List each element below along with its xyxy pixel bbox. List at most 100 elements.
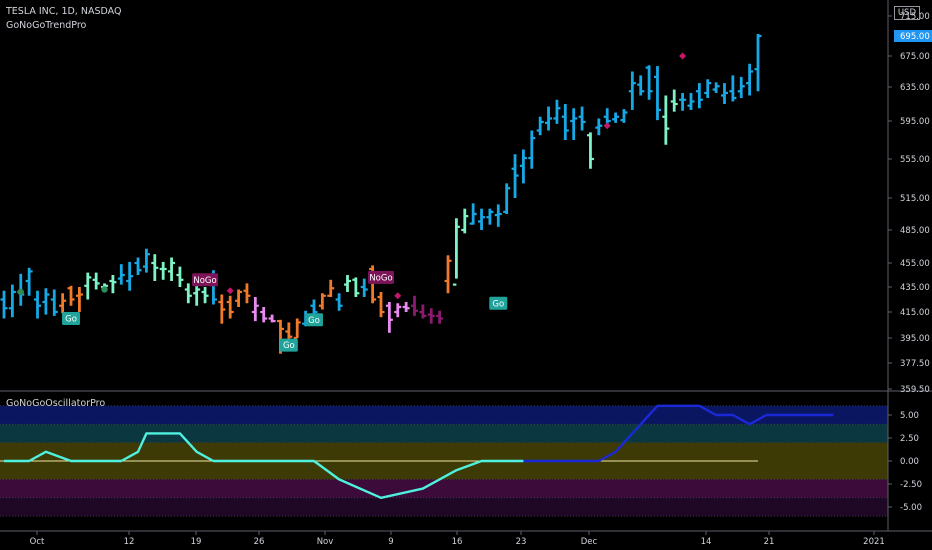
trend-dot-marker	[17, 288, 24, 296]
price-tick-label: 377.50	[900, 359, 930, 369]
ohlc-bar	[712, 82, 720, 93]
ohlc-bar	[427, 308, 435, 324]
ohlc-bar	[193, 284, 201, 306]
price-tick-label: 715.00	[900, 12, 930, 22]
ohlc-bar	[444, 255, 452, 294]
ohlc-bar	[436, 310, 444, 324]
signal-label-text: Go	[492, 299, 504, 309]
ohlc-bar	[142, 248, 150, 273]
ohlc-bar	[268, 314, 276, 323]
nogo-signal-label: NoGo	[368, 270, 394, 284]
price-tick-label: 435.00	[900, 283, 930, 293]
ohlc-bar	[469, 203, 477, 225]
price-tick-label: 555.00	[900, 155, 930, 165]
ohlc-bar	[670, 89, 678, 112]
ohlc-bar	[394, 303, 402, 318]
oscillator-band	[0, 424, 888, 443]
ohlc-bar	[695, 83, 703, 109]
nogo-diamond-marker	[679, 52, 687, 60]
oscillator-tick-label: 0.00	[900, 457, 919, 467]
ohlc-bar	[218, 294, 226, 324]
ohlc-bar	[159, 261, 167, 280]
ohlc-bar	[251, 297, 259, 322]
ohlc-bar	[411, 295, 419, 316]
ohlc-bar	[612, 112, 620, 123]
ohlc-bar	[117, 264, 125, 285]
ohlc-bar	[335, 293, 343, 311]
ohlc-bar	[628, 71, 636, 110]
ohlc-bar	[293, 318, 301, 340]
price-tick-label: 515.00	[900, 194, 930, 204]
time-tick-label: 21	[764, 537, 775, 547]
signal-label-text: Go	[308, 316, 320, 326]
ohlc-bar	[285, 322, 293, 340]
ohlc-bar	[486, 208, 494, 225]
ohlc-bar	[754, 34, 762, 92]
signal-label-text: Go	[283, 341, 295, 351]
ohlc-bar	[34, 290, 42, 319]
signal-label-text: NoGo	[193, 276, 216, 286]
signal-label-box	[368, 270, 394, 284]
time-tick-label: 12	[124, 537, 135, 547]
ohlc-bar	[595, 118, 603, 136]
ohlc-bar	[729, 75, 737, 102]
ohlc-bar	[377, 292, 385, 318]
ohlc-bar	[260, 307, 268, 323]
go-signal-label: Go	[279, 338, 298, 352]
oscillator-band	[0, 497, 888, 517]
chart-title: TESLA INC, 1D, NASDAQ	[6, 6, 122, 17]
ohlc-bar	[343, 275, 351, 292]
ohlc-bar	[720, 83, 728, 104]
ohlc-bar	[461, 208, 469, 234]
ohlc-bar	[519, 149, 527, 184]
ohlc-bar	[528, 130, 536, 169]
ohlc-bar	[704, 79, 712, 99]
time-tick-label: 16	[452, 537, 463, 547]
ohlc-bar	[385, 302, 393, 333]
ohlc-bar	[494, 204, 502, 227]
ohlc-bar	[687, 92, 695, 110]
price-tick-label: 595.00	[900, 117, 930, 127]
ohlc-bar	[126, 261, 134, 291]
last-price-tag	[894, 30, 932, 42]
ohlc-bar	[151, 254, 159, 281]
signal-label-text: NoGo	[369, 273, 392, 283]
currency-badge[interactable]: USD	[893, 6, 920, 20]
oscillator-tick-label: -2.50	[900, 480, 922, 490]
ohlc-bar	[746, 63, 754, 96]
ohlc-bar	[511, 154, 519, 198]
signal-label-box	[192, 273, 219, 287]
ohlc-bar	[352, 277, 360, 297]
ohlc-bar	[620, 109, 628, 123]
ohlc-bar	[176, 266, 184, 287]
price-tick-label: 675.00	[900, 52, 930, 62]
price-tick-label: 359.50	[900, 385, 930, 395]
ohlc-bar	[536, 116, 544, 136]
ohlc-bar	[653, 66, 661, 121]
price-tick-label: 455.00	[900, 259, 930, 269]
ohlc-bar	[737, 76, 745, 99]
time-tick-label: Dec	[581, 537, 598, 547]
ohlc-bar	[109, 275, 117, 294]
go-signal-label: Go	[304, 313, 323, 327]
ohlc-bar	[561, 104, 569, 140]
go-signal-label: Go	[62, 312, 81, 325]
oscillator-band	[0, 479, 888, 498]
time-tick-label: 19	[191, 537, 202, 547]
signal-label-box	[279, 338, 298, 352]
oscillator-line-neutral	[4, 432, 524, 499]
nogo-diamond-marker	[394, 292, 402, 300]
ohlc-bar	[59, 293, 67, 314]
price-tick-label: 635.00	[900, 83, 930, 93]
time-tick-label: 26	[254, 537, 265, 547]
time-tick-label: 14	[701, 537, 712, 547]
ohlc-bar	[478, 208, 486, 230]
time-tick-label: 23	[516, 537, 527, 547]
time-tick-label: 2021	[863, 537, 885, 547]
ohlc-bar	[645, 65, 653, 100]
go-signal-label: Go	[489, 296, 508, 310]
ohlc-bar	[92, 272, 100, 290]
last-price-label: 695.00	[900, 32, 930, 42]
ohlc-bar	[75, 287, 83, 312]
